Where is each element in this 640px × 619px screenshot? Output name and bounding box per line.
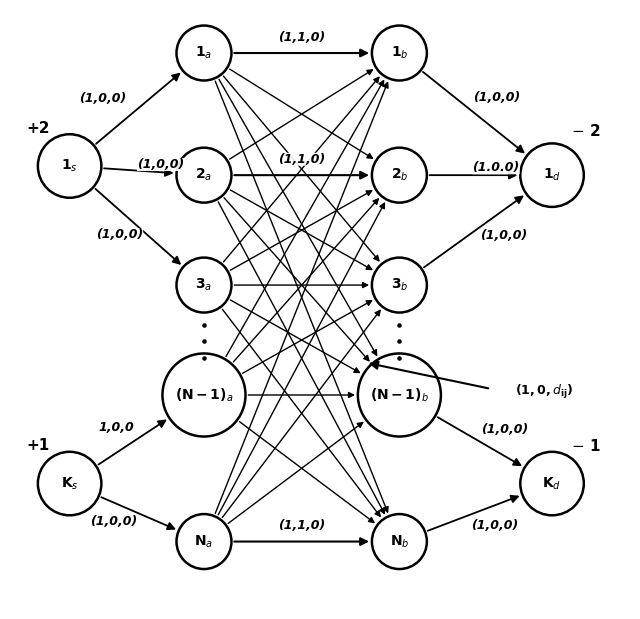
Text: +1: +1 [26, 438, 49, 453]
Circle shape [358, 353, 441, 436]
Text: (1,0,0): (1,0,0) [481, 423, 529, 436]
Text: (1,1,0): (1,1,0) [278, 153, 325, 166]
Circle shape [372, 148, 427, 202]
Text: $-$ 1: $-$ 1 [571, 438, 600, 454]
Text: $\mathbf{1}_{b}$: $\mathbf{1}_{b}$ [390, 45, 408, 61]
Text: (1,0,0): (1,0,0) [480, 230, 527, 243]
Text: (1,0,0): (1,0,0) [473, 91, 520, 104]
Text: $\mathbf{N}_{a}$: $\mathbf{N}_{a}$ [195, 534, 214, 550]
Text: (1.0.0): (1.0.0) [472, 162, 520, 175]
Circle shape [372, 514, 427, 569]
Circle shape [38, 452, 101, 515]
Text: (1,0,0): (1,0,0) [137, 158, 184, 171]
Text: $\mathbf{(N-1)}_{a}$: $\mathbf{(N-1)}_{a}$ [175, 386, 233, 404]
Text: $-$ 2: $-$ 2 [571, 123, 600, 139]
Text: $\mathbf{1}_{a}$: $\mathbf{1}_{a}$ [195, 45, 212, 61]
Text: (1,0,0): (1,0,0) [96, 228, 143, 241]
Circle shape [372, 25, 427, 80]
Text: $\mathbf{K}_{d}$: $\mathbf{K}_{d}$ [543, 475, 562, 491]
Circle shape [520, 144, 584, 207]
Text: $\mathbf{3}_{a}$: $\mathbf{3}_{a}$ [195, 277, 212, 293]
Circle shape [177, 25, 232, 80]
Text: 1,0,0: 1,0,0 [98, 421, 134, 434]
Circle shape [372, 258, 427, 313]
Circle shape [177, 148, 232, 202]
Circle shape [177, 258, 232, 313]
Circle shape [163, 353, 246, 436]
Text: $\mathbf{2}_{b}$: $\mathbf{2}_{b}$ [390, 167, 408, 183]
Circle shape [520, 452, 584, 515]
Text: (1,0,0): (1,0,0) [471, 519, 518, 532]
Text: +2: +2 [26, 121, 50, 136]
Text: (1,1,0): (1,1,0) [278, 31, 325, 44]
Text: $\mathbf{2}_{a}$: $\mathbf{2}_{a}$ [195, 167, 212, 183]
Circle shape [177, 514, 232, 569]
Text: (1,0,0): (1,0,0) [79, 92, 127, 105]
Text: $\mathbf{(N-1)}_{b}$: $\mathbf{(N-1)}_{b}$ [370, 386, 429, 404]
Text: $\mathbf{1}_{d}$: $\mathbf{1}_{d}$ [543, 167, 561, 183]
Text: $\mathbf{(1,0,}$$\mathbf{\mathit{d}_{ij}}\mathbf{)}$: $\mathbf{(1,0,}$$\mathbf{\mathit{d}_{ij}… [515, 383, 574, 401]
Text: $\mathbf{3}_{b}$: $\mathbf{3}_{b}$ [390, 277, 408, 293]
Text: $\mathbf{K}_{s}$: $\mathbf{K}_{s}$ [61, 475, 79, 491]
Text: (1,0,0): (1,0,0) [90, 516, 138, 529]
Circle shape [38, 134, 101, 197]
Text: $\mathbf{N}_{b}$: $\mathbf{N}_{b}$ [390, 534, 409, 550]
Text: $\mathbf{1}_{s}$: $\mathbf{1}_{s}$ [61, 158, 78, 174]
Text: (1,1,0): (1,1,0) [278, 519, 325, 532]
